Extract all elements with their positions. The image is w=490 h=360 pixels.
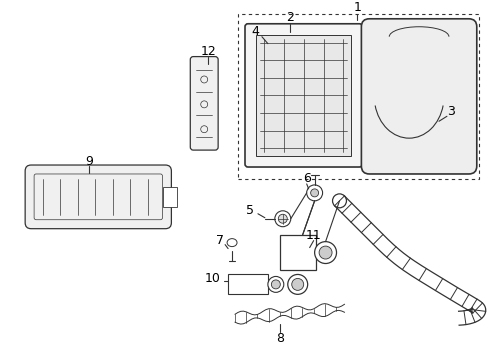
Text: 9: 9 xyxy=(85,154,93,167)
Text: 10: 10 xyxy=(204,272,220,285)
Ellipse shape xyxy=(271,280,280,289)
FancyBboxPatch shape xyxy=(245,24,363,167)
Ellipse shape xyxy=(268,276,284,292)
Text: 11: 11 xyxy=(306,229,321,242)
Bar xyxy=(280,235,316,270)
Ellipse shape xyxy=(275,211,291,227)
Bar xyxy=(164,186,177,207)
FancyBboxPatch shape xyxy=(362,19,477,174)
Ellipse shape xyxy=(319,246,332,259)
Ellipse shape xyxy=(311,189,319,197)
Ellipse shape xyxy=(227,239,237,247)
Text: 7: 7 xyxy=(216,234,224,247)
Ellipse shape xyxy=(288,274,308,294)
Text: 6: 6 xyxy=(303,172,311,185)
Ellipse shape xyxy=(278,214,287,223)
Ellipse shape xyxy=(333,194,346,208)
Text: 12: 12 xyxy=(200,45,216,58)
Text: 3: 3 xyxy=(447,105,455,118)
Text: 5: 5 xyxy=(246,204,254,217)
Bar xyxy=(256,35,351,156)
Ellipse shape xyxy=(315,242,337,264)
FancyBboxPatch shape xyxy=(190,57,218,150)
Bar xyxy=(238,14,479,179)
Ellipse shape xyxy=(292,278,304,291)
Text: 8: 8 xyxy=(276,332,284,345)
Text: 2: 2 xyxy=(286,11,294,24)
Bar xyxy=(228,274,268,294)
Text: 1: 1 xyxy=(353,1,361,14)
FancyBboxPatch shape xyxy=(25,165,172,229)
Text: 4: 4 xyxy=(251,25,259,38)
Ellipse shape xyxy=(307,185,322,201)
